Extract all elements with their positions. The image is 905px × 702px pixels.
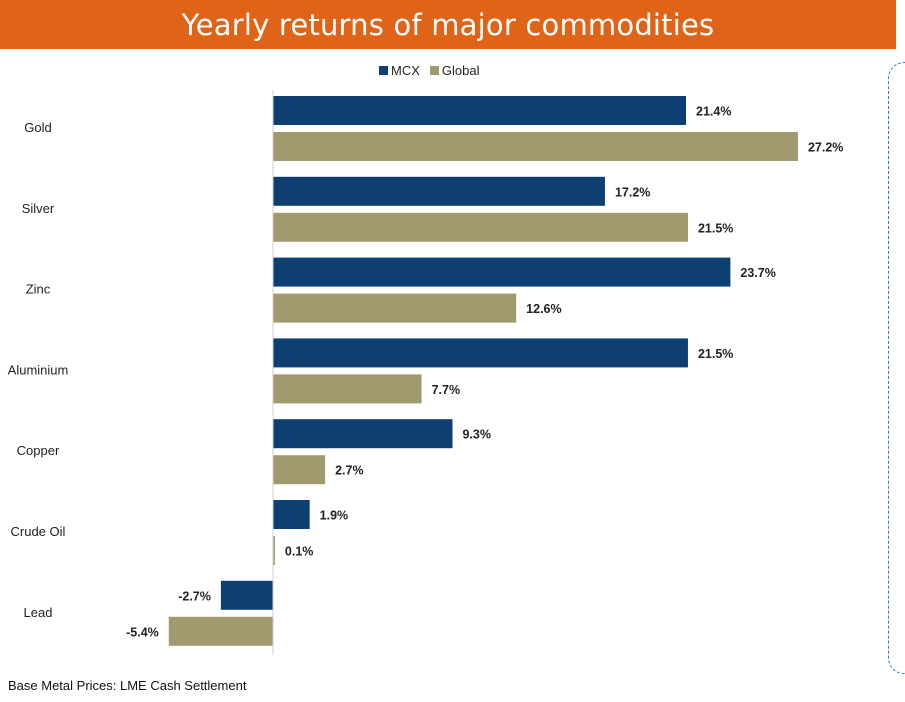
category-label: Silver bbox=[22, 201, 55, 216]
data-label: 21.5% bbox=[698, 221, 733, 235]
legend-swatch-mcx bbox=[379, 66, 388, 75]
legend-swatch-global bbox=[429, 66, 439, 75]
bar-global bbox=[168, 616, 273, 646]
bar-global bbox=[273, 293, 517, 323]
bar-mcx bbox=[273, 96, 687, 125]
category-label: Zinc bbox=[26, 282, 51, 297]
data-label: 23.7% bbox=[740, 266, 775, 280]
data-label: 21.4% bbox=[696, 105, 731, 119]
bar-mcx bbox=[273, 176, 605, 206]
data-label: -5.4% bbox=[126, 625, 159, 639]
bar-global bbox=[273, 536, 275, 565]
data-label: 2.7% bbox=[335, 464, 364, 478]
bar-mcx bbox=[273, 419, 453, 449]
data-label: 7.7% bbox=[432, 383, 461, 397]
data-label: 17.2% bbox=[615, 185, 650, 199]
chart-footnote: Base Metal Prices: LME Cash Settlement bbox=[8, 678, 247, 693]
data-label: 12.6% bbox=[526, 302, 561, 316]
legend-label-mcx: MCX bbox=[391, 63, 420, 78]
category-label: Aluminium bbox=[8, 362, 69, 377]
legend-label-global: Global bbox=[441, 63, 480, 78]
data-label: 0.1% bbox=[285, 545, 314, 559]
bar-global bbox=[273, 455, 326, 485]
legend-item-global: Global bbox=[429, 63, 480, 78]
category-label: Copper bbox=[17, 443, 60, 458]
data-label: 9.3% bbox=[462, 428, 491, 442]
bar-global bbox=[273, 374, 422, 404]
category-label: Lead bbox=[24, 605, 53, 620]
bar-global bbox=[273, 212, 688, 242]
bar-chart: Gold 21.4% 27.2% Silver 17.2% 21.5% Zinc 23.7% 1… bbox=[8, 90, 843, 655]
bar-mcx bbox=[273, 257, 731, 287]
data-label: 21.5% bbox=[698, 347, 733, 361]
chart-legend: MCX Global bbox=[379, 63, 479, 78]
category-label: Gold bbox=[24, 120, 51, 135]
chart-title-bar: Yearly returns of major commodities bbox=[0, 0, 896, 49]
data-label: 27.2% bbox=[808, 141, 843, 155]
legend-item-mcx: MCX bbox=[379, 63, 420, 78]
bar-mcx bbox=[273, 500, 310, 529]
dashed-side-frame bbox=[888, 62, 905, 674]
chart-title: Yearly returns of major commodities bbox=[181, 7, 715, 42]
bar-global bbox=[273, 132, 798, 161]
data-label: 1.9% bbox=[320, 509, 349, 523]
data-label: -2.7% bbox=[178, 589, 211, 603]
bar-mcx bbox=[273, 338, 688, 368]
bar-mcx bbox=[220, 580, 273, 610]
category-label: Crude Oil bbox=[11, 524, 66, 539]
